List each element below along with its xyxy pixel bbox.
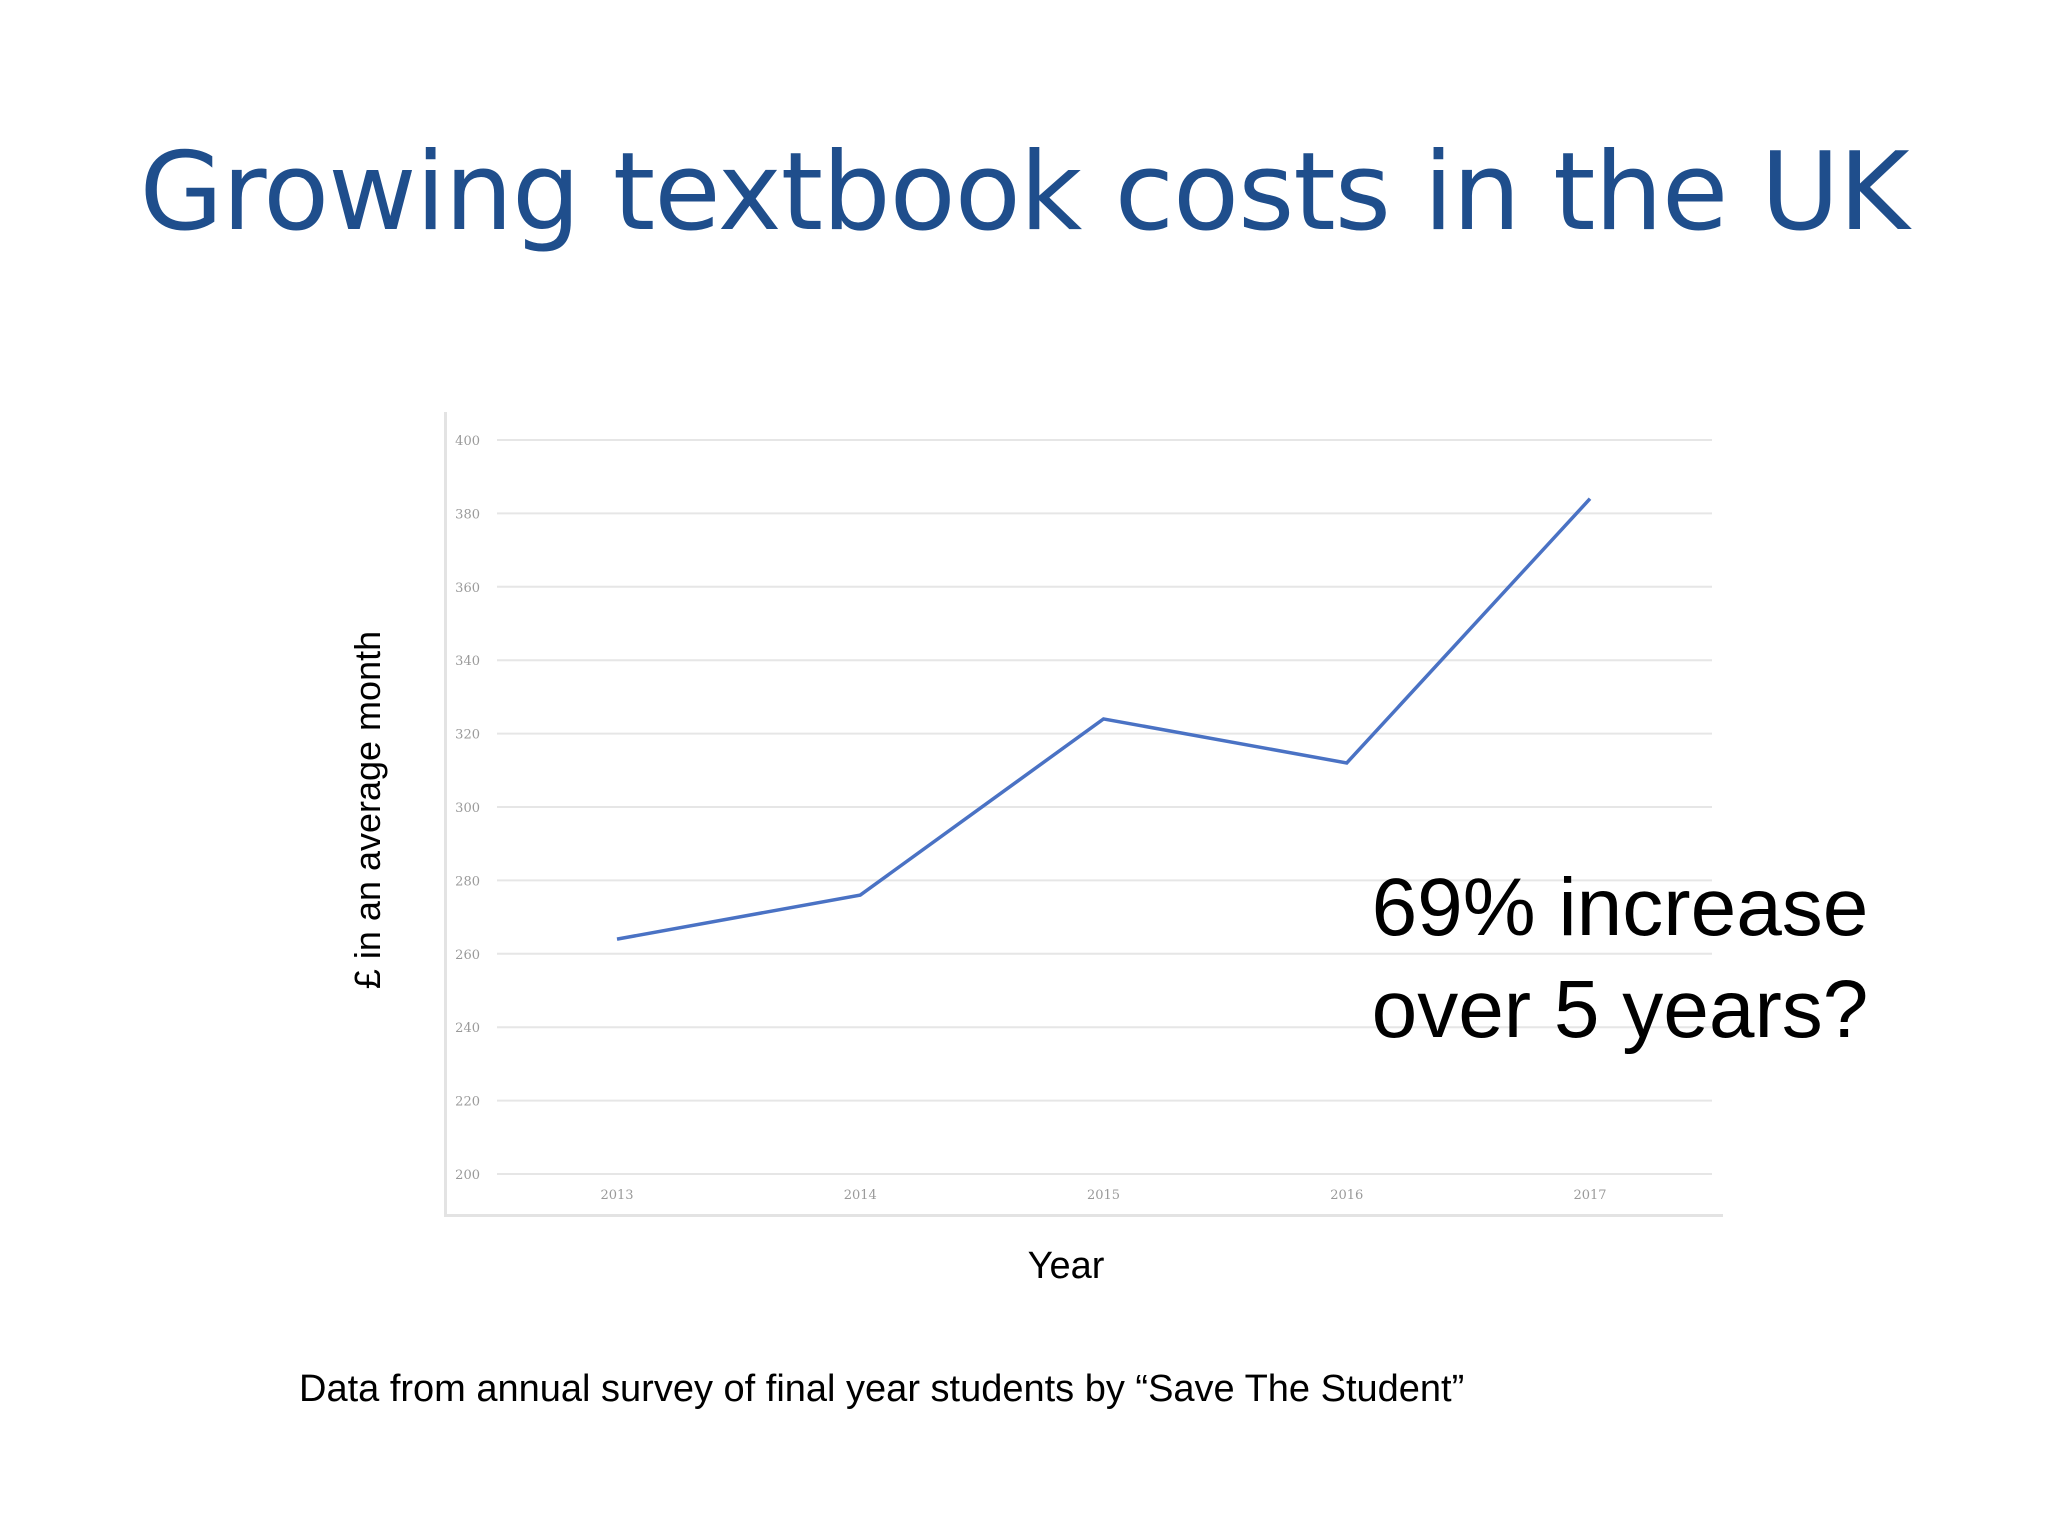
y-tick-label: 200	[455, 1168, 480, 1183]
y-tick-label: 280	[455, 874, 480, 889]
y-tick-label: 320	[455, 728, 480, 743]
x-tick-label: 2016	[1330, 1188, 1363, 1203]
source-note: Data from annual survey of final year st…	[299, 1368, 1465, 1410]
y-axis-label: £ in an average month	[347, 630, 388, 990]
x-tick-label: 2017	[1573, 1188, 1606, 1203]
x-tick-label: 2014	[844, 1188, 877, 1203]
y-tick-label: 260	[455, 948, 480, 963]
annotation-line-2: over 5 years?	[1371, 964, 1869, 1055]
x-axis-label: Year	[1027, 1245, 1105, 1287]
chart-panel: 400 380 360 340 320 300 280 260 240 220 200 2013 201…	[444, 412, 1723, 1217]
y-tick-label: 380	[455, 507, 480, 522]
y-tick-label: 340	[455, 654, 480, 669]
y-tick-label: 240	[455, 1021, 480, 1036]
x-tick-label: 2015	[1087, 1188, 1120, 1203]
y-tick-label: 400	[455, 434, 480, 449]
y-tick-label: 300	[455, 801, 480, 816]
x-tick-label: 2013	[600, 1188, 633, 1203]
increase-annotation: 69% increase over 5 years?	[1320, 857, 1920, 1061]
slide-title: Growing textbook costs in the UK	[139, 130, 1909, 255]
y-tick-label: 360	[455, 581, 480, 596]
y-tick-label: 220	[455, 1095, 480, 1110]
annotation-line-1: 69% increase	[1371, 862, 1869, 953]
line-chart: 400 380 360 340 320 300 280 260 240 220 200 2013 201…	[455, 434, 1712, 1203]
